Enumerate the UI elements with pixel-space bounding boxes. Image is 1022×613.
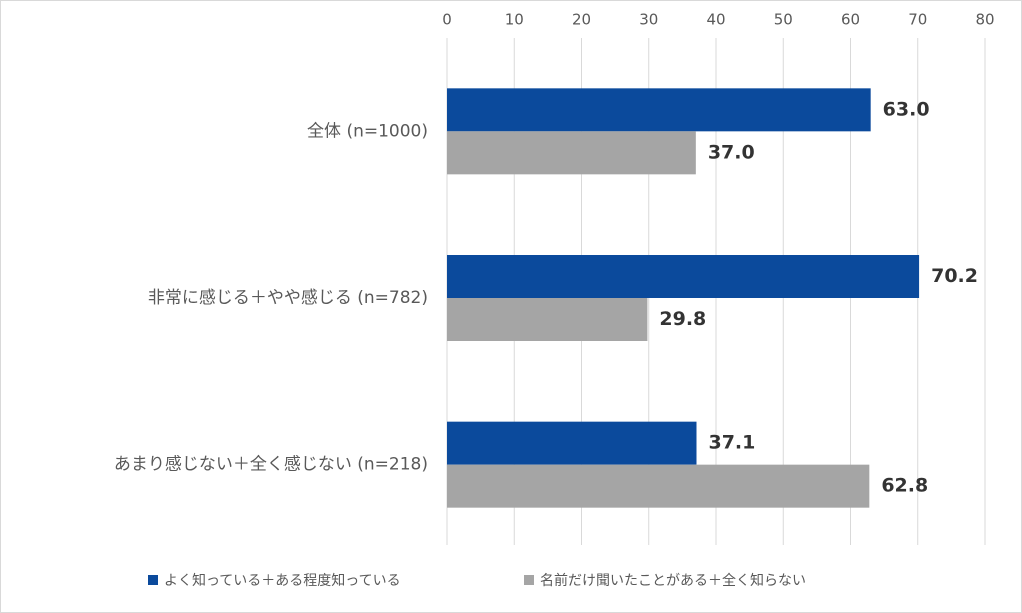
value-label: 62.8 — [881, 475, 928, 497]
bar — [447, 464, 870, 508]
value-label: 29.8 — [659, 308, 706, 330]
x-tick-label: 40 — [706, 11, 725, 29]
y-tick-label: 全体 (n=1000) — [307, 121, 428, 141]
legend-swatch — [524, 575, 534, 585]
bar — [447, 255, 920, 298]
x-tick-label: 30 — [639, 11, 658, 29]
value-label: 70.2 — [931, 265, 978, 287]
value-label: 37.1 — [708, 432, 755, 454]
x-tick-label: 20 — [572, 11, 591, 29]
value-label: 63.0 — [883, 98, 930, 120]
bar — [447, 298, 648, 341]
x-tick-label: 70 — [908, 11, 927, 29]
bar — [447, 88, 871, 132]
x-tick-label: 10 — [505, 11, 524, 29]
x-tick-label: 80 — [975, 11, 994, 29]
x-tick-label: 50 — [774, 11, 793, 29]
legend-label: よく知っている＋ある程度知っている — [164, 572, 401, 589]
x-tick-label: 0 — [442, 11, 452, 29]
legend-swatch — [148, 575, 158, 585]
value-label: 37.0 — [708, 141, 755, 163]
legend-label: 名前だけ聞いたことがある＋全く知らない — [540, 572, 806, 589]
bar — [447, 421, 697, 465]
x-tick-label: 60 — [841, 11, 860, 29]
bar — [447, 131, 696, 175]
y-tick-label: 非常に感じる＋やや感じる (n=782) — [148, 288, 428, 308]
y-tick-label: あまり感じない＋全く感じない (n=218) — [114, 455, 428, 475]
